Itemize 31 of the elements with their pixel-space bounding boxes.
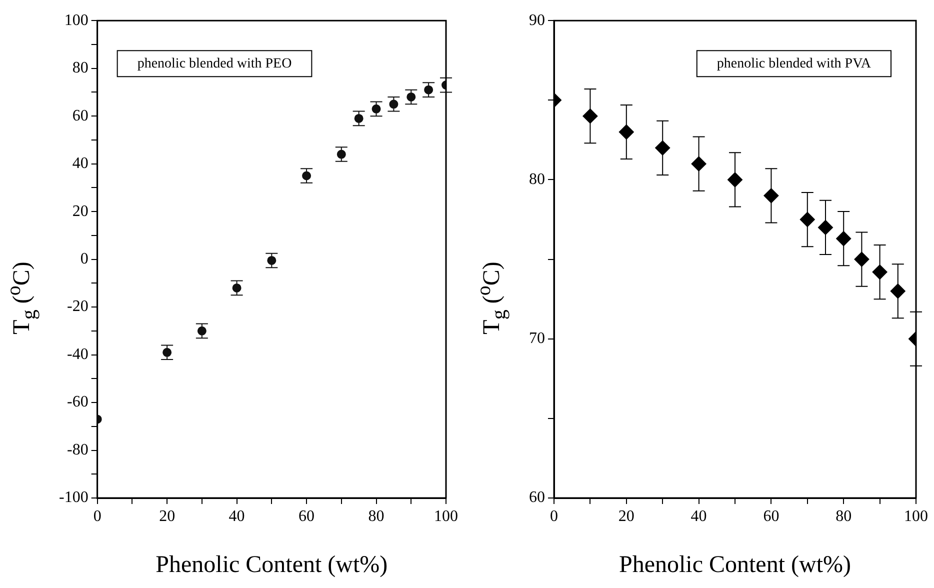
x-tick-label: 40 bbox=[228, 508, 245, 525]
x-tick-label: 0 bbox=[93, 508, 102, 525]
x-tick-label: 40 bbox=[690, 508, 707, 525]
y-tick-label: -80 bbox=[67, 441, 88, 458]
x-tick-label: 80 bbox=[368, 508, 384, 525]
annotation: phenolic blended with PEO bbox=[137, 56, 292, 72]
x-tick-label: 100 bbox=[434, 508, 458, 525]
y-tick-label: 80 bbox=[529, 170, 545, 188]
y-tick-label: 0 bbox=[80, 250, 88, 268]
y-tick-label: -20 bbox=[67, 298, 88, 316]
y-tick-label: 40 bbox=[72, 155, 88, 172]
x-tick-label: 20 bbox=[159, 508, 176, 525]
x-tick-label: 60 bbox=[298, 508, 315, 525]
y-tick-label: 90 bbox=[529, 12, 545, 29]
y-tick-label: -60 bbox=[67, 394, 88, 411]
x-tick-label: 60 bbox=[763, 508, 780, 525]
annotation: phenolic blended with PVA bbox=[716, 56, 872, 72]
y-tick-label: -100 bbox=[59, 489, 88, 506]
y-tick-label: 60 bbox=[529, 489, 545, 506]
x-axis-title: Phenolic Content (wt%) bbox=[619, 552, 851, 578]
y-tick-label: 60 bbox=[72, 107, 88, 124]
x-tick-label: 80 bbox=[836, 508, 852, 525]
y-tick-label: -40 bbox=[67, 346, 88, 363]
x-axis-title: Phenolic Content (wt%) bbox=[156, 552, 388, 578]
y-tick-label: 100 bbox=[64, 12, 88, 29]
y-tick-label: 80 bbox=[72, 60, 88, 77]
y-tick-label: 70 bbox=[529, 330, 545, 348]
y-tick-label: 20 bbox=[72, 202, 88, 220]
x-tick-label: 20 bbox=[618, 508, 634, 525]
x-tick-label: 0 bbox=[550, 508, 558, 525]
x-tick-label: 100 bbox=[904, 508, 928, 525]
